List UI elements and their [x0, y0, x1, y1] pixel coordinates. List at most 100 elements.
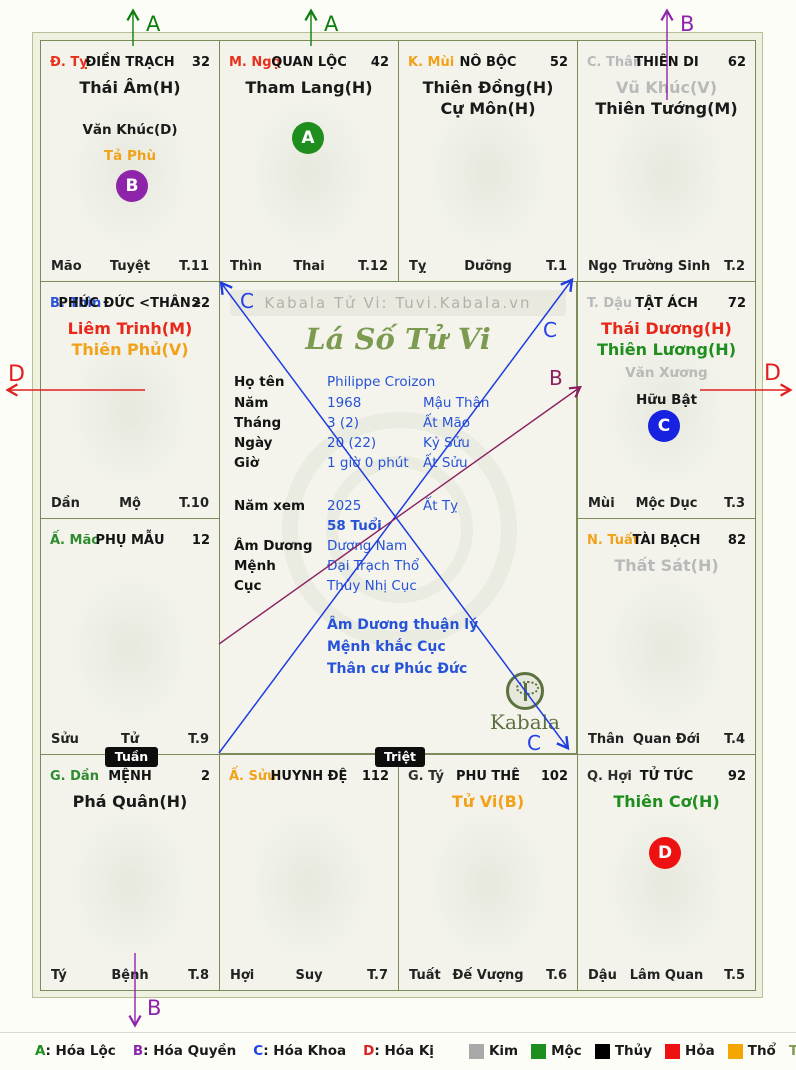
- star-line: Văn Khúc(D): [82, 122, 178, 138]
- star-line: Cự Môn(H): [440, 99, 536, 118]
- cell-branch: Hợi: [230, 968, 255, 983]
- cell-stem-branch: B. Thìn: [50, 296, 102, 311]
- info-row: Cục Thủy Nhị Cục: [234, 578, 417, 594]
- legend-element-thuy: Thủy: [594, 1043, 652, 1059]
- cell-tai-bach: N. Tuất TÀI BẠCH 82 Thất Sát(H) Thân Qua…: [577, 518, 756, 755]
- cell-stage: Thai: [293, 259, 325, 274]
- legend-label: : Hóa Khoa: [263, 1043, 347, 1059]
- cell-month: T.12: [358, 259, 388, 274]
- tuan-marker: Tuần: [105, 747, 158, 767]
- hoa-color-swatch: [665, 1043, 681, 1059]
- info-row: Tháng 3 (2) Ất Mão: [234, 415, 470, 431]
- cell-stem-branch: G. Dần: [50, 769, 99, 784]
- cell-house-name: PHU THÊ: [455, 769, 521, 784]
- cell-number: 92: [727, 769, 746, 784]
- zodiac-horse-watermark: [246, 93, 372, 253]
- cell-stem-branch: M. Ngọ: [229, 55, 281, 70]
- info-row: Năm xem 2025 Ất Tỵ: [234, 498, 459, 514]
- legend-label: : Hóa Lộc: [45, 1043, 116, 1059]
- info-row: Ngày 20 (22) Kỷ Sửu: [234, 435, 470, 451]
- cell-phu-the: G. Tý PHU THÊ 102 Tử Vi(B) Tuất Đế Vượng…: [398, 754, 578, 991]
- cell-month: T.1: [546, 259, 567, 274]
- kabala-logo-icon: [506, 672, 544, 710]
- zodiac-rabbit-watermark: [67, 570, 193, 726]
- cell-branch: Thân: [588, 732, 625, 747]
- cell-phu-mau: Ấ. Mão PHỤ MẪU 12 Sửu Tử T.9: [40, 518, 220, 755]
- cell-stage: Lâm Quan: [629, 968, 704, 983]
- legend-element-tho: Thổ: [727, 1043, 776, 1059]
- cell-branch: Dậu: [588, 968, 617, 983]
- badge-hoa-ki: D: [649, 837, 681, 869]
- cell-month: T.11: [179, 259, 209, 274]
- cell-branch: Dần: [51, 496, 80, 511]
- cell-branch: Tuất: [409, 968, 441, 983]
- cell-number: 22: [191, 296, 210, 311]
- cell-stem-branch: Q. Hợi: [587, 769, 632, 784]
- cell-number: 112: [361, 769, 389, 784]
- cell-number: 12: [191, 533, 210, 548]
- cell-stage: Đế Vượng: [452, 968, 524, 983]
- star-line: Thiên Tướng(M): [595, 99, 738, 118]
- cell-branch: Mùi: [588, 496, 615, 511]
- cell-branch: Ngọ: [588, 259, 618, 274]
- cell-month: T.3: [724, 496, 745, 511]
- cell-month: T.5: [724, 968, 745, 983]
- cell-branch: Sửu: [51, 732, 79, 747]
- cell-phuc-duc: B. Thìn PHÚC ĐỨC <THÂN> 22 Liêm Trinh(M)…: [40, 281, 220, 519]
- cell-number: 32: [191, 55, 210, 70]
- cell-number: 2: [200, 769, 210, 784]
- legend-hoa-ki: D: Hóa Kị: [363, 1043, 434, 1059]
- cell-month: T.4: [724, 732, 745, 747]
- cell-menh: G. Dần MỆNH 2 Phá Quân(H) Tý Bệnh T.8: [40, 754, 220, 991]
- footer-legend: A: Hóa Lộc B: Hóa Quyền C: Hóa Khoa D: H…: [35, 1041, 796, 1061]
- legend-key: C: [253, 1043, 264, 1059]
- cell-stage: Tử: [120, 732, 140, 747]
- cell-month: T.8: [188, 968, 209, 983]
- cell-stars: Vũ Khúc(V) Thiên Tướng(M): [578, 77, 755, 119]
- star-line: Thiên Phủ(V): [71, 340, 189, 359]
- zodiac-buffalo-watermark: [246, 806, 372, 962]
- cell-month: T.10: [179, 496, 209, 511]
- site-credit-link[interactable]: Tạo lá số: Tuvi.Kabala.vn: [788, 1043, 796, 1059]
- triet-marker: Triệt: [375, 747, 425, 767]
- legend-label: : Hóa Quyền: [143, 1043, 237, 1059]
- cell-month: T.6: [546, 968, 567, 983]
- cell-number: 102: [540, 769, 568, 784]
- legend-hoa-quyen: B: Hóa Quyền: [133, 1043, 236, 1059]
- info-row: Năm 1968 Mậu Thân: [234, 395, 490, 411]
- info-row: Giờ 1 giờ 0 phút Ất Sửu: [234, 455, 468, 471]
- cell-stage: Dưỡng: [464, 259, 512, 274]
- cell-house-name: QUAN LỘC: [271, 55, 347, 70]
- cell-stem-branch: G. Tý: [408, 769, 444, 784]
- chart-notes: Âm Dương thuận lý Mệnh khắc Cục Thân cư …: [327, 614, 478, 680]
- legend-key: A: [35, 1043, 46, 1059]
- star-line: Thái Dương(H): [601, 319, 732, 338]
- cell-stars: Tử Vi(B): [399, 791, 577, 812]
- cell-house-name: TỬ TỨC: [639, 769, 694, 784]
- cell-house-name: TẬT ÁCH: [635, 296, 698, 311]
- cell-no-boc: K. Mùi NÔ BỘC 52 Thiên Đồng(H) Cự Môn(H)…: [398, 40, 578, 282]
- star-line: Thiên Đồng(H): [422, 78, 554, 97]
- cell-house-name: NÔ BỘC: [459, 55, 517, 70]
- note-line: Mệnh khắc Cục: [327, 639, 446, 655]
- cell-number: 62: [727, 55, 746, 70]
- star-line: Liêm Trinh(M): [67, 319, 193, 338]
- cell-number: 72: [727, 296, 746, 311]
- cell-stars: Liêm Trinh(M) Thiên Phủ(V): [41, 318, 219, 360]
- star-line: Thất Sát(H): [614, 556, 719, 575]
- cell-stars: Thái Dương(H) Thiên Lương(H) Văn Xương H…: [578, 318, 755, 409]
- cell-stars: Thiên Cơ(H): [578, 791, 755, 812]
- legend-key: D: [363, 1043, 375, 1059]
- badge-hoa-quyen: B: [116, 170, 148, 202]
- cell-house-name: TÀI BẠCH: [632, 533, 701, 548]
- legend-element-kim: Kim: [468, 1043, 518, 1059]
- star-line: Thái Âm(H): [79, 78, 181, 97]
- cell-month: T.7: [367, 968, 388, 983]
- cell-branch: Tỵ: [409, 259, 427, 274]
- legend-element-hoa: Hỏa: [665, 1043, 715, 1059]
- cell-number: 82: [727, 533, 746, 548]
- legend-hoa-khoa: C: Hóa Khoa: [253, 1043, 346, 1059]
- cell-stars: Phá Quân(H): [41, 791, 219, 812]
- star-line: Phá Quân(H): [72, 792, 188, 811]
- cell-stem-branch: C. Thân: [587, 55, 643, 70]
